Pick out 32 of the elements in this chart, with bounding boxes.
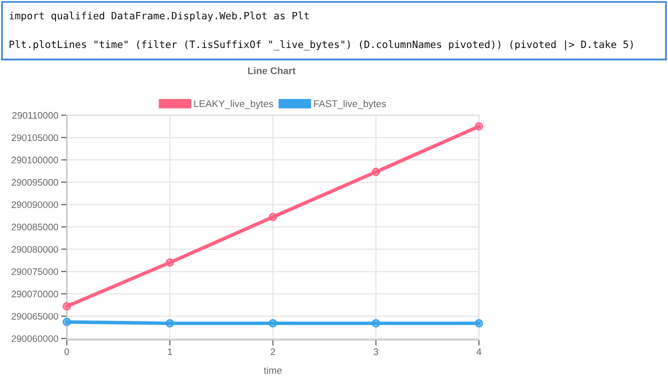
- legend-label: FAST_live_bytes: [314, 100, 386, 110]
- x-tick-label: 3: [374, 348, 378, 356]
- x-axis-title: time: [264, 366, 282, 374]
- x-tick-label: 1: [168, 348, 172, 356]
- x-tick-label: 2: [270, 348, 276, 356]
- text: Plt.plotLines "time" (filter (T.isSuffixOf "_live_bytes") (D.columnNames pivoted)) (pivoted |> D.take 5): [10, 40, 633, 50]
- point: [372, 168, 380, 176]
- y-tick-label: 290060000: [12, 335, 58, 342]
- point: [62, 302, 71, 311]
- x-tick-label: 4: [476, 348, 482, 356]
- point: [268, 212, 278, 222]
- y-tick-label: 290065000: [12, 312, 58, 320]
- y-tick-label: 290080000: [12, 246, 58, 253]
- point: [474, 319, 484, 328]
- y-tick-label: 290095000: [12, 179, 58, 186]
- point: [62, 318, 71, 326]
- chart-title: Line Chart: [248, 67, 296, 74]
- y-tick-label: 290090000: [12, 201, 58, 208]
- y-tick-label: 290070000: [12, 290, 58, 298]
- text: import qualified DataFrame.Display.Web.Plot as Plt: [10, 12, 309, 22]
- y-tick-label: 290075000: [12, 268, 58, 276]
- x-tick-label: 0: [64, 348, 70, 356]
- y-tick-label: 290085000: [12, 224, 58, 230]
- point: [474, 122, 484, 131]
- point: [166, 319, 174, 328]
- y-tick-label: 290100000: [12, 156, 58, 164]
- point: [166, 258, 174, 267]
- point: [372, 319, 380, 328]
- y-tick-label: 290110000: [12, 112, 58, 119]
- point: [268, 319, 278, 328]
- legend-label: LEAKY_live_bytes: [194, 100, 274, 110]
- y-tick-label: 290105000: [12, 134, 58, 142]
